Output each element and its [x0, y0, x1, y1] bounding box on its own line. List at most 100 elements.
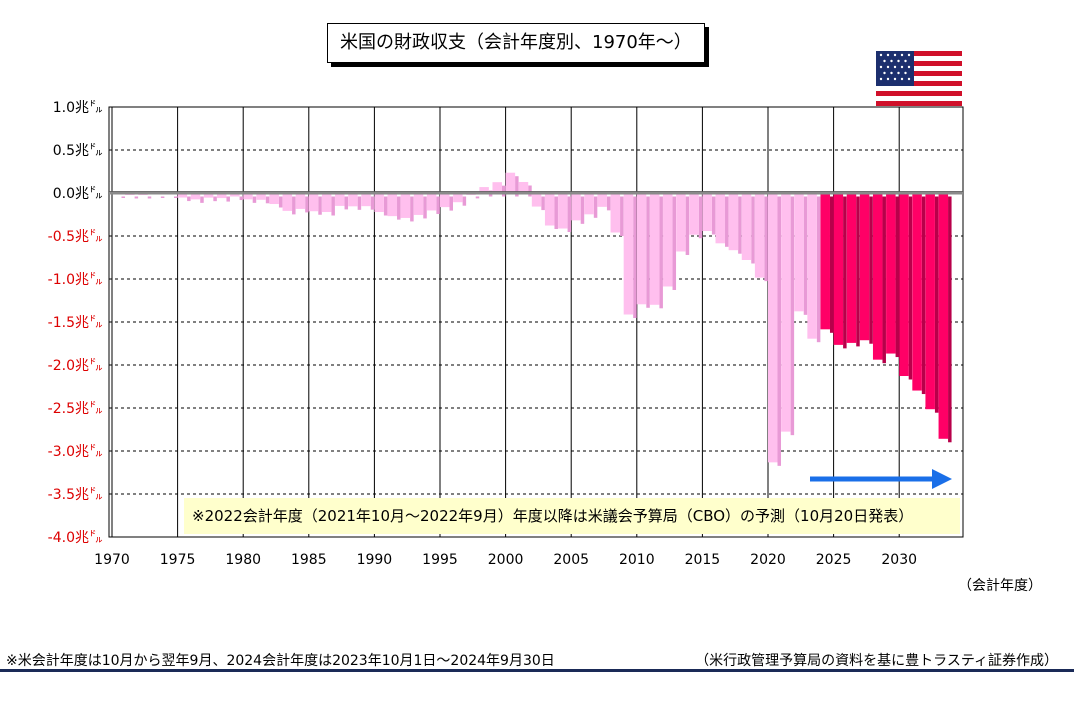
- bar-side: [948, 196, 952, 443]
- bar-side: [305, 196, 309, 213]
- bar-side: [213, 196, 217, 202]
- x-tick-label: 2020: [750, 552, 786, 568]
- bar: [374, 193, 384, 213]
- bar-side: [501, 185, 506, 197]
- bar: [571, 193, 581, 221]
- bar-side: [147, 196, 152, 199]
- x-tick-label: 2015: [685, 552, 721, 568]
- y-tick-label: 1.0兆㌦: [53, 100, 103, 116]
- y-tick-label: -2.5兆㌦: [48, 401, 103, 417]
- bar: [558, 193, 568, 229]
- bar: [833, 193, 844, 345]
- x-axis-label: （会計年度）: [958, 578, 1042, 594]
- x-tick-label: 2030: [881, 552, 917, 568]
- bar-side: [331, 196, 335, 216]
- chart-title: 米国の財政収支（会計年度別、1970年～）: [327, 23, 705, 63]
- bar: [308, 193, 319, 212]
- bar: [453, 193, 463, 203]
- y-tick-label: -1.0兆㌦: [48, 272, 103, 288]
- bar-side: [265, 196, 270, 204]
- bar: [243, 193, 253, 200]
- bar-side: [646, 196, 650, 308]
- forecast-arrow-layer: [810, 469, 952, 489]
- bar-side: [226, 196, 230, 202]
- bar-side: [278, 196, 283, 208]
- bar-side: [449, 196, 453, 211]
- bar: [203, 193, 214, 198]
- bar-side: [921, 196, 926, 395]
- zero-line: [109, 191, 963, 195]
- bar-side: [751, 196, 755, 264]
- bar-side: [200, 196, 204, 203]
- bar: [321, 193, 332, 213]
- bar-side: [934, 196, 939, 413]
- bar: [256, 193, 266, 200]
- bar-side: [620, 196, 624, 236]
- bar: [676, 193, 686, 252]
- bar: [531, 193, 542, 207]
- bar-side: [711, 196, 716, 235]
- x-tick-label: 1985: [291, 552, 327, 568]
- bar-side: [357, 196, 362, 210]
- bar: [807, 193, 817, 339]
- bar: [413, 193, 424, 215]
- y-tick-label: -3.5兆㌦: [48, 487, 103, 503]
- bar-side: [725, 196, 729, 247]
- x-tick-label: 2000: [488, 552, 524, 568]
- bar-side: [790, 196, 795, 436]
- bar: [400, 193, 411, 218]
- bar-side: [187, 196, 191, 202]
- y-tick-label: -3.0兆㌦: [48, 444, 103, 460]
- bar-side: [397, 196, 401, 220]
- bar-side: [423, 196, 427, 219]
- bar-side: [541, 196, 545, 211]
- bar-side: [606, 196, 611, 211]
- bar: [938, 193, 949, 439]
- bar-side: [515, 176, 519, 197]
- bar: [781, 193, 791, 432]
- bar-side: [580, 196, 585, 224]
- forecast-arrow-head: [932, 469, 952, 489]
- bar-side: [383, 196, 388, 216]
- bar-side: [659, 196, 663, 309]
- bar-side: [554, 196, 558, 230]
- y-tick-label: 0.0兆㌦: [53, 186, 103, 202]
- bar: [426, 193, 437, 211]
- bar-side: [829, 196, 834, 333]
- x-tick-label: 1995: [422, 552, 458, 568]
- bar: [518, 181, 529, 193]
- bar-side: [475, 196, 480, 199]
- bar: [282, 193, 293, 211]
- bar-side: [344, 196, 349, 210]
- bar: [177, 193, 188, 198]
- bar: [230, 193, 240, 197]
- bar: [492, 182, 502, 193]
- bar: [387, 193, 398, 217]
- bar-side: [410, 196, 414, 222]
- bar: [886, 193, 896, 354]
- bar: [689, 193, 699, 235]
- bar: [649, 193, 660, 305]
- bar: [348, 193, 358, 207]
- bar-side: [672, 196, 677, 290]
- bar-side: [803, 196, 808, 315]
- source-footnote: （米行政管理予算局の資料を基に豊トラスティ証券作成）: [695, 653, 1058, 669]
- bar-side: [698, 196, 703, 239]
- bar: [925, 193, 935, 410]
- bar: [295, 193, 306, 209]
- bar: [361, 193, 371, 207]
- bar: [728, 193, 739, 251]
- bar: [623, 193, 634, 315]
- bar-side: [318, 196, 322, 215]
- y-tick-label: -2.0兆㌦: [48, 358, 103, 374]
- bar-layer: [109, 172, 963, 466]
- bar: [754, 193, 765, 278]
- bar: [190, 193, 201, 200]
- forecast-note: ※2022会計年度（2021年10月～2022年9月）年度以降は米議会予算局（C…: [184, 498, 960, 534]
- bar-side: [895, 196, 900, 358]
- tick-layer: 1.0兆㌦ 0.5兆㌦ 0.0兆㌦ -0.5兆㌦ -1.0兆㌦ -1.5兆㌦ -2.0兆㌦ -…: [48, 100, 917, 568]
- bar-side: [370, 196, 375, 210]
- bar-side: [764, 196, 768, 282]
- x-tick-label: 1990: [357, 552, 393, 568]
